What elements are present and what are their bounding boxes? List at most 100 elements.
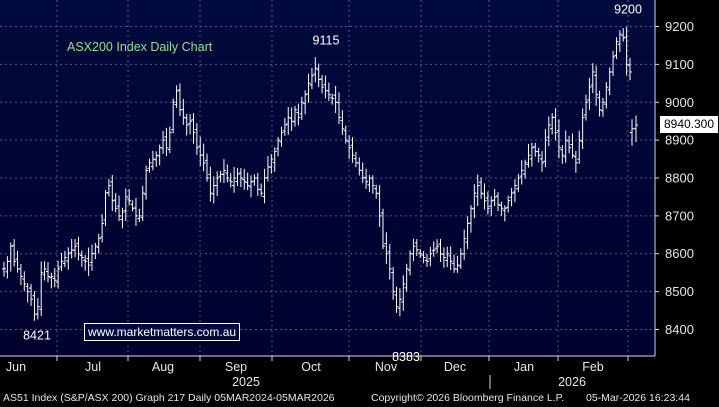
footer-bar: AS51 Index (S&P/ASX 200) Graph 217 Daily…: [0, 389, 719, 407]
ohlc-bar: [492, 188, 497, 207]
ohlc-bar: [100, 214, 105, 243]
ohlc-bar: [282, 117, 287, 136]
ohlc-bar: [489, 196, 494, 216]
ohlc-bar: [347, 135, 352, 159]
ohlc-bar: [110, 175, 115, 212]
ohlc-bar: [475, 174, 480, 206]
footer-copyright: Copyright© 2026 Bloomberg Finance L.P.: [371, 392, 565, 404]
ohlc-bar: [634, 115, 638, 143]
y-tick-label: 8700: [665, 208, 694, 223]
annotations: 8421 9115 8383 9200: [23, 3, 642, 364]
ohlc-bar: [279, 126, 284, 147]
ohlc-bar: [529, 142, 534, 167]
ohlc-bar: [628, 57, 632, 81]
ohlc-bar: [431, 241, 436, 257]
y-tick-label: 8500: [665, 284, 694, 299]
ohlc-bar: [137, 208, 142, 223]
ohlc-bar: [181, 98, 186, 125]
ohlc-bar: [391, 266, 396, 300]
extreme-label: 9200: [614, 3, 642, 17]
ohlc-bar: [154, 151, 159, 167]
x-tick-label: Jun: [6, 360, 26, 374]
ohlc-bar: [265, 156, 270, 182]
ohlc-bar: [303, 90, 308, 115]
ohlc-bar: [411, 238, 416, 262]
ohlc-bar: [313, 57, 318, 83]
ohlc-bar: [364, 168, 369, 189]
ohlc-bar: [326, 82, 331, 101]
y-tick-label: 9000: [665, 95, 694, 110]
ohlc-bar: [42, 261, 47, 281]
ohlc-bar: [62, 250, 67, 268]
y-tick-label: 9100: [665, 57, 694, 72]
ohlc-bar: [228, 172, 233, 188]
ohlc-bar: [587, 77, 592, 110]
ohlc-bar: [617, 30, 622, 53]
ohlc-bar: [259, 183, 264, 197]
ohlc-bar: [171, 98, 176, 134]
ohlc-chart: 8400 8500 8600 8700 8800 8900 9000 9100 9200 Jun…: [0, 0, 694, 389]
ohlc-bar: [455, 255, 460, 273]
ohlc-bar: [512, 179, 517, 203]
ohlc-bar: [194, 123, 199, 155]
y-tick-label: 8600: [665, 246, 694, 261]
ohlc-bar: [309, 67, 314, 90]
ohlc-bar: [276, 136, 281, 157]
ohlc-bar: [293, 106, 298, 127]
ohlc-bar: [540, 151, 545, 172]
ohlc-bar: [39, 261, 44, 317]
y-tick-label: 8900: [665, 133, 694, 148]
ohlc-bar: [499, 201, 504, 216]
x-tick-label: Feb: [582, 360, 604, 374]
watermark-link[interactable]: www.marketmatters.com.au: [84, 323, 241, 341]
ohlc-bar: [360, 162, 365, 183]
ohlc-bar: [106, 178, 111, 197]
ohlc-bar: [2, 261, 6, 277]
ohlc-bar: [597, 90, 602, 117]
ohlc-bar: [22, 271, 27, 292]
ohlc-bar: [221, 159, 226, 183]
ohlc-bar: [117, 195, 122, 222]
ohlc-bar: [350, 137, 355, 163]
ohlc-bar: [560, 145, 565, 164]
ohlc-bar: [387, 244, 392, 280]
ohlc-bar: [320, 74, 325, 94]
ohlc-bar: [103, 190, 108, 227]
x-tick-label: Aug: [152, 360, 174, 374]
grid: [0, 0, 655, 356]
ohlc-bar: [374, 184, 379, 199]
ohlc-bar: [496, 192, 501, 212]
footer-timestamp: 05-Mar-2026 16:23:44: [586, 392, 690, 404]
x-tick-label: Sep: [225, 360, 247, 374]
ohlc-bar: [316, 63, 321, 88]
ohlc-bar: [468, 205, 473, 233]
ohlc-bar: [421, 251, 426, 264]
ohlc-bar: [215, 171, 220, 196]
ohlc-bar: [306, 73, 311, 103]
ohlc-bar: [401, 275, 406, 311]
ohlc-bar: [414, 239, 419, 256]
ohlc-bar: [140, 186, 145, 222]
ohlc-bar: [502, 205, 507, 222]
ohlc-bar: [18, 263, 23, 286]
ohlc-bar: [242, 168, 247, 190]
y-tick-label: 8800: [665, 171, 694, 186]
ohlc-bar: [594, 65, 599, 106]
extreme-label: 8421: [23, 329, 51, 343]
ohlc-bar: [556, 119, 561, 159]
ohlc-bar: [201, 143, 206, 172]
y-tick-label: 8400: [665, 322, 694, 337]
ohlc-bar: [184, 113, 189, 136]
ohlc-bar: [479, 177, 484, 199]
ohlc-bar: [86, 247, 91, 276]
ohlc-bar: [526, 143, 531, 168]
extreme-label: 9115: [313, 34, 340, 48]
x-tick-label: Dec: [444, 360, 466, 374]
ohlc-bar: [563, 130, 568, 163]
ohlc-bar: [340, 110, 345, 135]
ohlc-bar: [299, 96, 304, 120]
ohlc-bar: [191, 112, 196, 144]
x-tick-label: Nov: [375, 360, 398, 374]
ohlc-bar: [133, 198, 138, 226]
